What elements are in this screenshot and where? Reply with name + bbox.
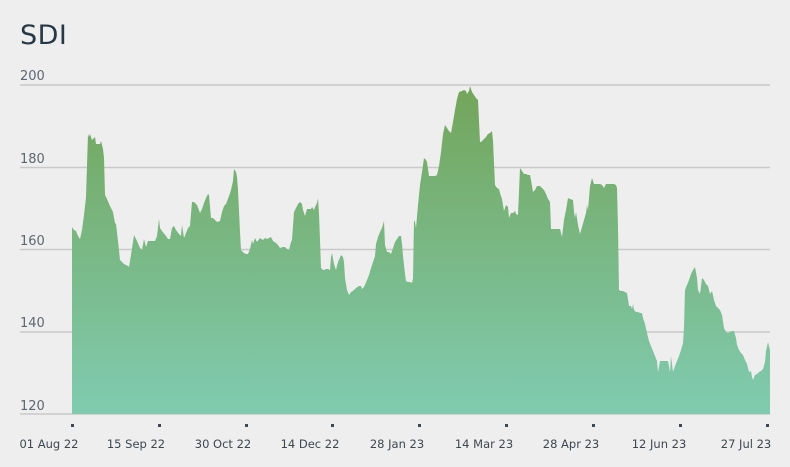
y-tick-label: 160 xyxy=(20,234,45,249)
y-tick-label: 120 xyxy=(20,399,45,414)
y-tick-label: 140 xyxy=(20,316,45,331)
y-axis-labels: 200 180 160 140 120 xyxy=(20,69,45,414)
x-tick-label: 12 Jun 23 xyxy=(632,437,687,451)
x-tick-label: 01 Aug 22 xyxy=(19,437,78,451)
sdi-area xyxy=(72,86,770,414)
y-tick-label: 200 xyxy=(20,69,45,84)
x-tick-label: 14 Mar 23 xyxy=(455,437,513,451)
x-tick-label: 15 Sep 22 xyxy=(107,437,165,451)
x-tick-label: 14 Dec 22 xyxy=(281,437,340,451)
x-tick-label: 27 Jul 23 xyxy=(721,437,771,451)
x-tick-label: 28 Apr 23 xyxy=(543,437,599,451)
x-tick-label: 28 Jan 23 xyxy=(370,437,424,451)
x-axis-ticks xyxy=(71,424,769,427)
x-tick-label: 30 Oct 22 xyxy=(195,437,251,451)
x-axis-labels: 01 Aug 22 15 Sep 22 30 Oct 22 14 Dec 22 … xyxy=(19,437,771,451)
y-tick-label: 180 xyxy=(20,152,45,167)
chart-title: SDI xyxy=(20,20,68,51)
